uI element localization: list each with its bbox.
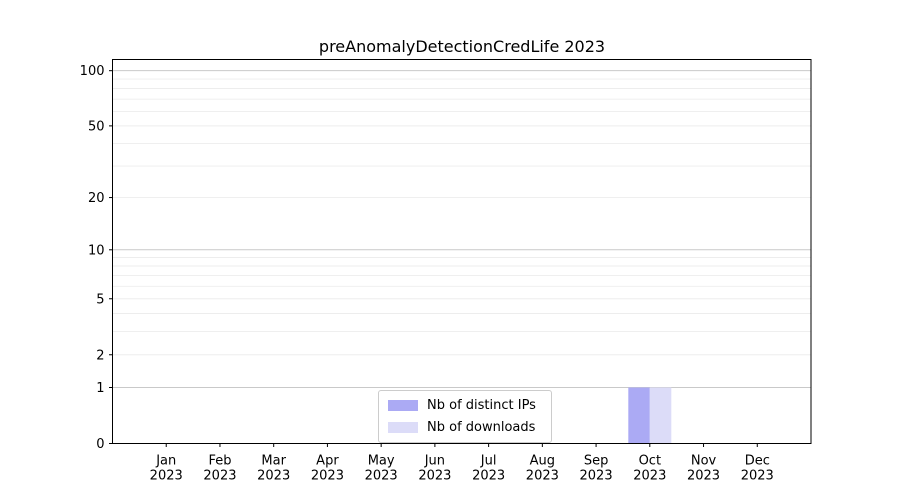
- bar-oct-series1: [649, 387, 672, 444]
- legend-label-downloads: Nb of downloads: [427, 419, 536, 435]
- chart-title: preAnomalyDetectionCredLife 2023: [318, 37, 606, 56]
- y-tick-label: 2: [96, 348, 104, 363]
- x-tick-label: Apr 2023: [311, 454, 344, 484]
- x-tick-label: May 2023: [365, 454, 398, 484]
- x-tick-label: Feb 2023: [203, 454, 236, 484]
- x-tick-label: Oct 2023: [633, 454, 666, 484]
- legend-label-distinct-ips: Nb of distinct IPs: [427, 398, 536, 413]
- x-tick-label: Aug 2023: [526, 454, 559, 484]
- y-tick-label: 5: [96, 292, 104, 307]
- legend-swatch-downloads: [388, 421, 418, 433]
- bar-oct-series0: [628, 387, 650, 444]
- legend-swatch-distinct-ips: [388, 400, 418, 412]
- y-tick-label: 1: [96, 381, 104, 396]
- legend-item-downloads: Nb of downloads: [388, 420, 542, 436]
- x-tick-label: Jan 2023: [150, 454, 183, 484]
- y-tick-label: 20: [88, 191, 105, 206]
- y-tick-label: 10: [88, 243, 105, 258]
- x-tick-label: Sep 2023: [580, 454, 613, 484]
- y-tick-label: 0: [96, 437, 104, 452]
- legend-item-distinct-ips: Nb of distinct IPs: [388, 398, 542, 414]
- x-tick-label: Jul 2023: [472, 454, 505, 484]
- x-tick-label: Jun 2023: [418, 454, 451, 484]
- x-tick-label: Mar 2023: [257, 454, 290, 484]
- y-tick-label: 100: [80, 64, 105, 79]
- y-tick-label: 50: [88, 119, 105, 134]
- plot-frame: [112, 59, 812, 444]
- chart-legend: Nb of distinct IPs Nb of downloads: [378, 390, 552, 444]
- x-tick-label: Nov 2023: [687, 454, 720, 484]
- x-tick-label: Dec 2023: [741, 454, 774, 484]
